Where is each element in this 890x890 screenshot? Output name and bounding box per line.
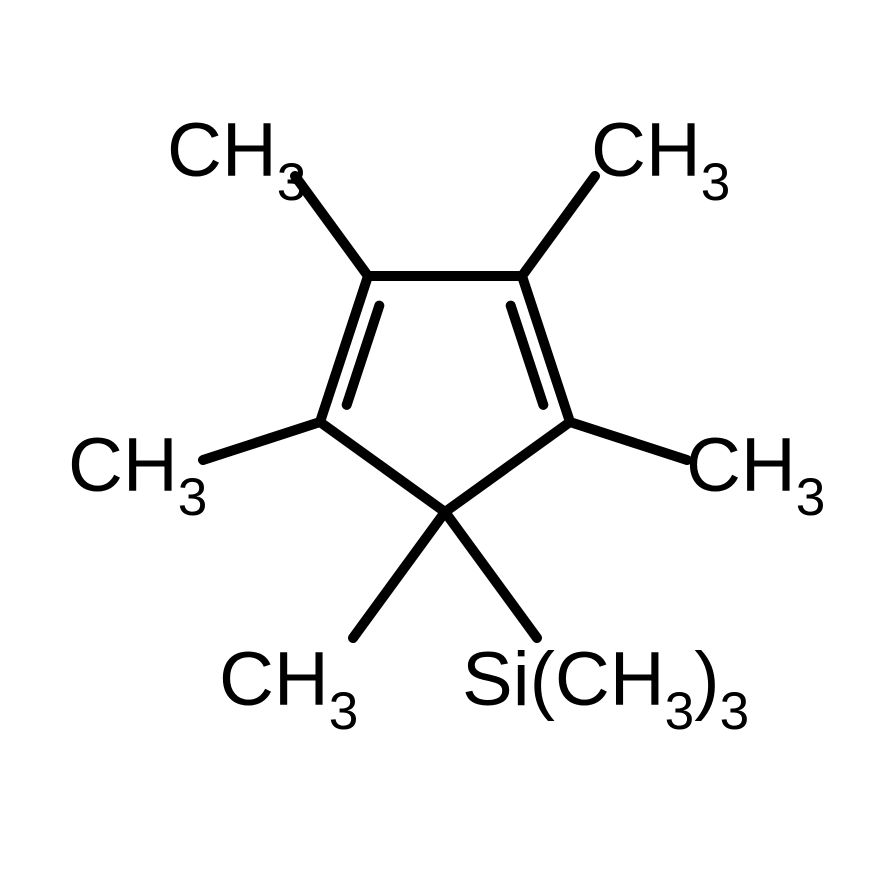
methyl-top-right-label: CH3 xyxy=(591,113,730,201)
methyl-bottom-left-label: CH3 xyxy=(219,642,358,730)
methyl-top-left-label: CH3 xyxy=(167,113,306,201)
methyl-right-label: CH3 xyxy=(686,428,825,516)
chemical-structure-canvas: CH3 CH3 CH3 CH3 CH3 Si(CH3)3 xyxy=(0,0,890,890)
methyl-left-label: CH3 xyxy=(68,428,207,516)
trimethylsilyl-label: Si(CH3)3 xyxy=(462,642,749,730)
